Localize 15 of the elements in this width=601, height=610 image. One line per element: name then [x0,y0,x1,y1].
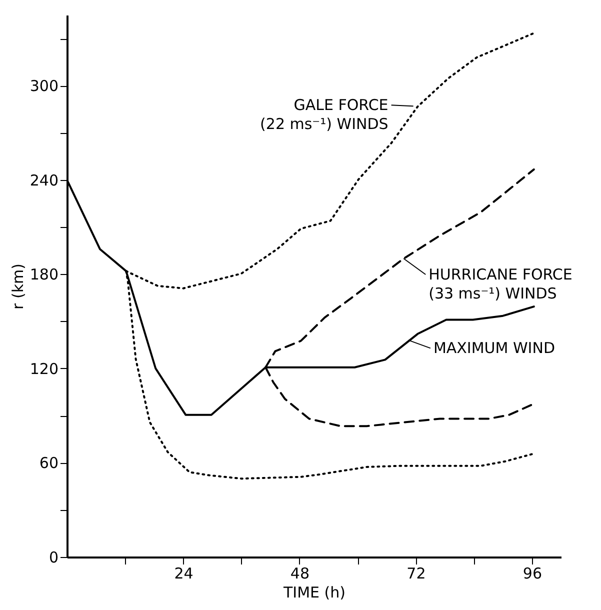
y-tick-label: 300 [30,77,58,96]
x-tick-label: 96 [522,564,542,582]
y-axis-title: r (km) [8,264,27,310]
x-tick-label: 72 [406,564,426,582]
annotation: HURRICANE FORCE (33 ms⁻¹) WINDS [428,266,572,303]
annotation: MAXIMUM WIND [433,339,556,358]
y-tick-label: 120 [30,360,58,378]
x-tick-label: 24 [174,564,194,582]
y-tick-label: 0 [48,548,58,566]
y-tick-label: 240 [30,171,58,190]
annotation: GALE FORCE (22 ms⁻¹) WINDS [260,96,388,134]
y-tick-label: 60 [39,454,58,472]
x-tick-label: 48 [290,564,310,582]
x-axis-title: TIME (h) [282,584,346,602]
y-tick-label: 180 [30,266,58,284]
